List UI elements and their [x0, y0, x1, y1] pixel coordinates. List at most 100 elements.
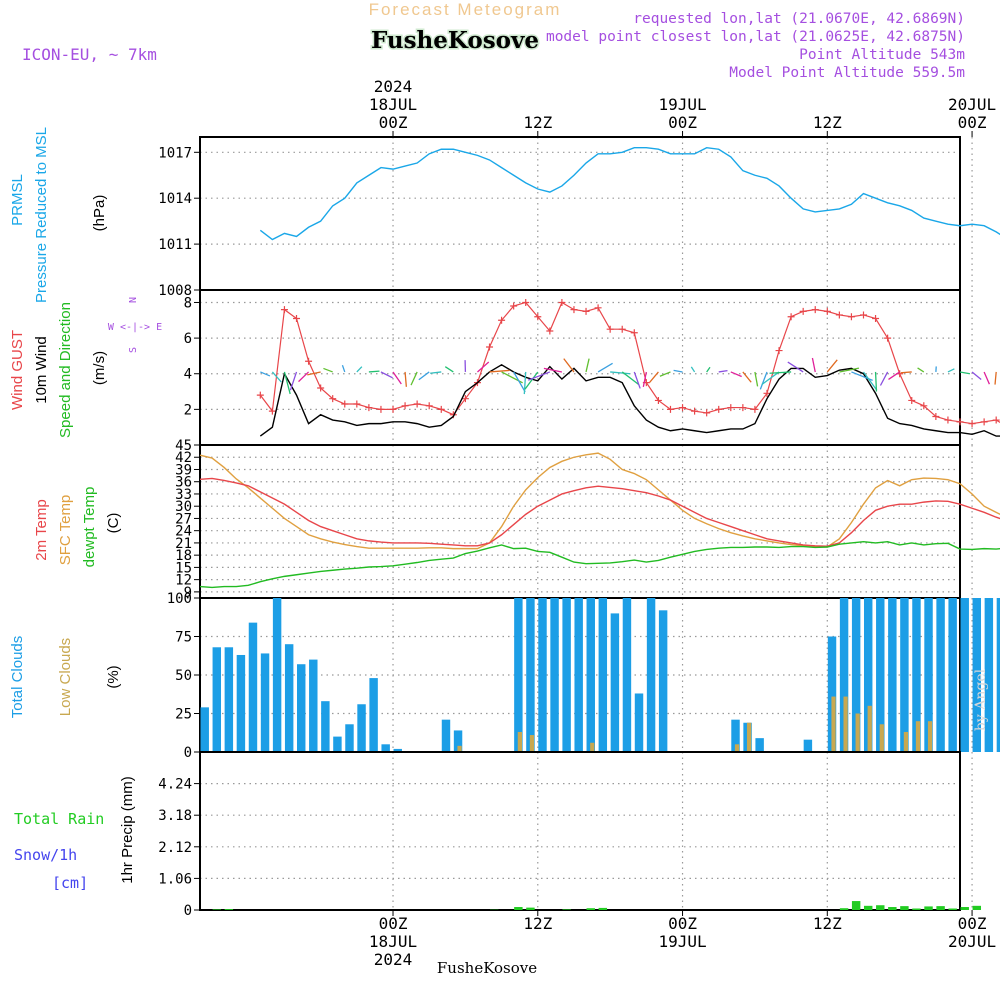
wind-unit-label: (m/s) [91, 351, 108, 385]
bottom-axis-label: 2024 [374, 950, 413, 969]
top-axis-label: 00Z [668, 113, 697, 132]
gust-point [522, 298, 530, 306]
top-axis-label: 20JUL [948, 95, 996, 114]
panel-border [199, 289, 961, 446]
y-tick-label: 4.24 [158, 777, 192, 793]
total-cloud-bar [960, 598, 969, 752]
wind-direction-arrow [994, 371, 997, 385]
gust-point [956, 418, 964, 426]
gust-point [847, 313, 855, 321]
total-cloud-bar [622, 598, 632, 752]
temperature-series [199, 452, 1000, 589]
wind-direction-arrow [356, 366, 363, 373]
wind-direction-arrow [759, 371, 768, 390]
total-cloud-bar [381, 744, 390, 752]
y-tick-label: 25 [175, 707, 192, 723]
low-cloud-bar [746, 722, 752, 752]
gust-point [510, 302, 518, 310]
wind-direction-arrow [642, 371, 647, 387]
wind-direction-arrow [380, 371, 393, 379]
wind-direction-arrow [839, 367, 860, 373]
requested-coords: requested lon,lat (21.0670E, 42.6869N) [633, 11, 965, 27]
gust-point [823, 307, 831, 315]
cloud-y-ticks: 0 25 50 75 100 [167, 591, 200, 761]
precip-bar [960, 907, 969, 910]
total-cloud-bar [321, 701, 330, 752]
gust-point [775, 347, 783, 355]
total-cloud-bar [514, 598, 523, 752]
wind-direction-arrow [283, 371, 291, 395]
y-tick-label: 33 [175, 487, 192, 503]
gust-point [546, 327, 554, 335]
low-cloud-bar [867, 705, 872, 752]
gust-point [884, 334, 892, 342]
wind-direction-arrow [874, 371, 878, 392]
precip-bar [912, 908, 921, 910]
wind-10m-label: 10m Wind [33, 336, 50, 404]
total-cloud-bar [610, 613, 620, 752]
gust-point [980, 418, 988, 426]
gust-point [944, 416, 952, 424]
total-cloud-bar [538, 598, 547, 752]
y-tick-label: 42 [175, 450, 192, 466]
low-cloud-bar [855, 713, 860, 752]
wind-direction-arrow [742, 371, 752, 383]
gust-point [751, 405, 759, 413]
gust-point [739, 404, 747, 412]
pressure-series [259, 146, 1000, 241]
wind-direction-arrow [983, 371, 991, 385]
precipitation-panel: 0 1.06 2.12 3.18 4.24 1hr Precip (mm) Total … [14, 751, 982, 919]
total-cloud-bar [936, 598, 945, 752]
wind-direction-arrow [673, 369, 683, 373]
wind-direction-arrow [690, 366, 696, 373]
wind-direction-arrow [718, 369, 728, 373]
panel-border [199, 444, 961, 599]
wind-direction-arrow [959, 371, 971, 375]
total-cloud-bar [224, 647, 234, 752]
y-tick-label: 1.06 [158, 871, 192, 887]
temp-2m-label: 2m Temp [33, 499, 50, 560]
gust-point [413, 400, 421, 408]
total-cloud-bar [200, 707, 209, 752]
gust-point [293, 315, 301, 323]
top-axis-label: 00Z [379, 113, 408, 132]
bottom-axis-label: 12Z [813, 914, 842, 933]
wind-direction-arrow [418, 371, 430, 381]
precip-bar [586, 908, 595, 910]
gust-point [811, 306, 819, 314]
wind-direction-arrow [917, 367, 925, 373]
precip-bar [863, 905, 873, 910]
total-cloud-bar [212, 647, 222, 752]
gust-point [570, 306, 578, 314]
cloud-bars [200, 598, 1000, 752]
sfc-temp-line [199, 452, 1000, 550]
total-cloud-bar [803, 739, 813, 752]
top-axis-label: 2024 [374, 77, 413, 96]
y-tick-label: 12 [175, 573, 192, 589]
pressure-line [259, 146, 1000, 241]
total-clouds-label: Total Clouds [9, 636, 26, 719]
temperature-grid [199, 444, 973, 599]
total-cloud-bar [755, 738, 764, 752]
total-cloud-bar [984, 598, 994, 752]
gust-point [908, 396, 916, 404]
gust-point [799, 307, 807, 315]
y-tick-label: 1011 [158, 237, 192, 253]
compass-south: S [128, 347, 139, 353]
bottom-axis-label: 18JUL [369, 932, 417, 951]
wind-direction-arrow [971, 371, 982, 380]
precip-bar [948, 908, 957, 910]
wind-speed-direction-label: Speed and Direction [57, 302, 74, 438]
total-cloud-bar [634, 693, 644, 752]
location-title: FusheKosove [371, 27, 539, 54]
precip-bar [936, 906, 945, 910]
y-tick-label: 8 [184, 295, 192, 311]
y-tick-label: 75 [175, 630, 192, 646]
y-tick-label: 45 [175, 438, 192, 454]
y-tick-label: 0 [184, 745, 192, 761]
gust-point [859, 311, 867, 319]
wind-direction-arrow [513, 371, 526, 393]
cloud-panel: 0 25 50 75 100 Total Clouds Low Clouds (%) [9, 591, 1000, 761]
gust-point [654, 396, 662, 404]
